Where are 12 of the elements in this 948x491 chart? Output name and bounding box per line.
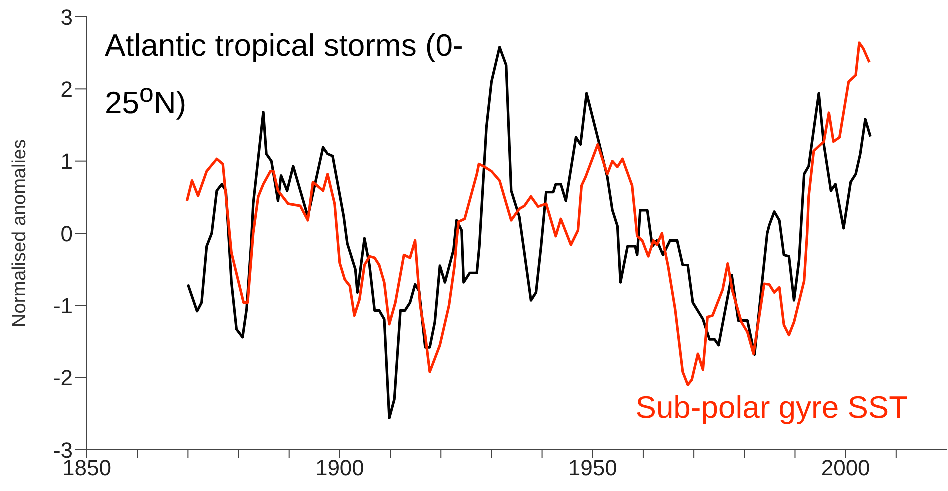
y-tick-label: 2	[60, 76, 73, 102]
y-tick-label: 1	[60, 149, 73, 174]
series-label: Sub-polar gyre SST	[634, 389, 908, 427]
x-tick-label: 1950	[568, 456, 618, 481]
series-label: Atlantic tropical storms (0-25$^{o}$N)	[105, 27, 464, 122]
y-tick-label: 3	[60, 4, 73, 30]
y-tick-label: -2	[53, 366, 73, 391]
x-tick-label: 1900	[315, 456, 364, 481]
y-tick-label: 0	[60, 221, 73, 246]
y-axis-title: Normalised anomalies	[10, 140, 31, 328]
x-tick-label: 2000	[821, 456, 870, 481]
y-tick-label: -1	[53, 293, 73, 318]
